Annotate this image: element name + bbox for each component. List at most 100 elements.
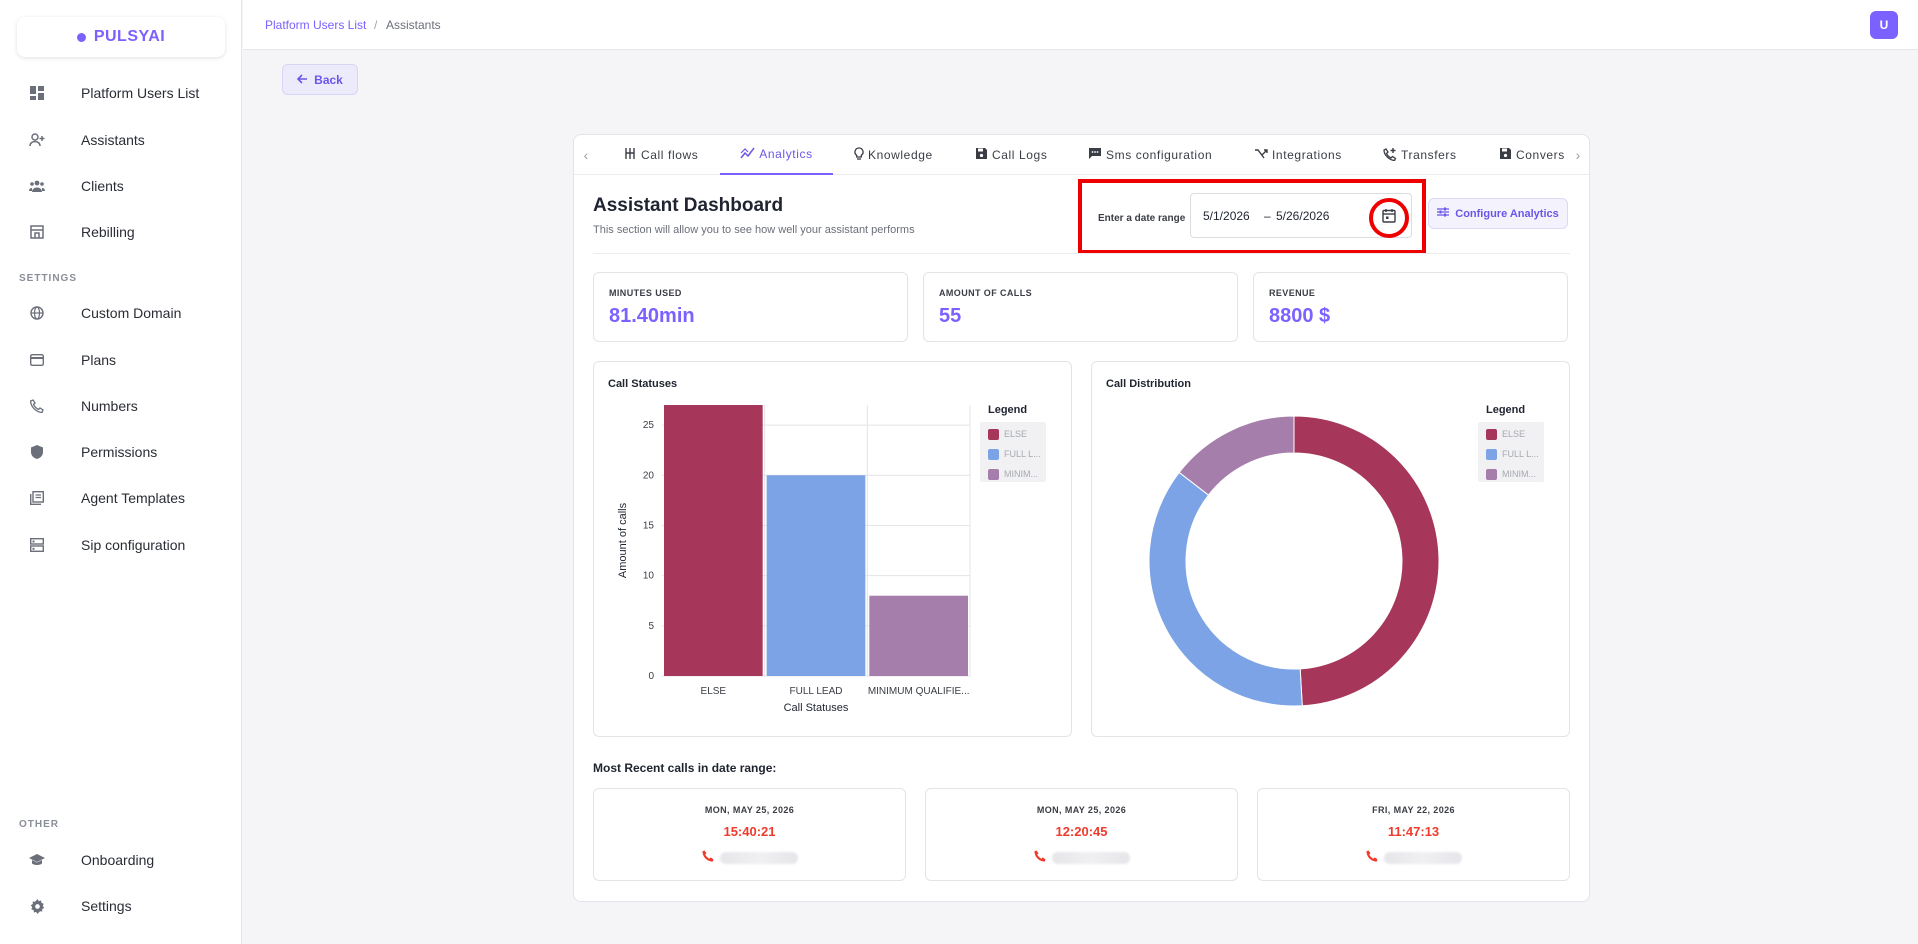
date-range-field[interactable]: 5/1/2026 – 5/26/2026 (1190, 193, 1412, 238)
legend-label: ELSE (1004, 429, 1028, 439)
sidebar-item-label: Assistants (81, 132, 145, 148)
logo-dot-icon (76, 32, 86, 42)
y-tick-label: 15 (643, 520, 655, 531)
sidebar-item-agent-templates[interactable]: Agent Templates (0, 478, 241, 518)
back-button[interactable]: Back (282, 64, 358, 95)
tab-label: Knowledge (868, 148, 933, 162)
credit-card-icon (28, 351, 46, 369)
sidebar-item-custom-domain[interactable]: Custom Domain (0, 293, 241, 333)
shield-icon (28, 443, 46, 461)
legend-item[interactable]: FULL L... (988, 448, 1041, 460)
y-tick-label: 0 (648, 671, 654, 682)
x-axis-label: Call Statuses (784, 702, 849, 714)
sidebar-item-sip-configuration[interactable]: Sip configuration (0, 525, 241, 565)
recent-call-card[interactable]: FRI, MAY 22, 2026 11:47:13 (1257, 788, 1570, 881)
date-end-input[interactable]: 5/26/2026 (1276, 209, 1330, 223)
phone-icon (1034, 849, 1046, 867)
stat-value: 55 (939, 305, 962, 327)
tab-scroll-right-icon[interactable]: › (1575, 147, 1581, 163)
brand-logo[interactable]: PULSYAI (17, 17, 225, 57)
tab-label: Integrations (1272, 148, 1342, 162)
breadcrumb-separator: / (374, 18, 378, 32)
sidebar-item-rebilling[interactable]: Rebilling (0, 212, 241, 252)
save-icon (1499, 147, 1512, 163)
sms-icon (1088, 147, 1102, 163)
stat-value: 8800 $ (1269, 305, 1331, 327)
tab-label: Transfers (1401, 148, 1457, 162)
tab-call-logs[interactable]: Call Logs (975, 135, 1047, 175)
tab-transfers[interactable]: Transfers (1383, 135, 1457, 175)
sidebar-item-label: Plans (81, 352, 117, 368)
server-icon (28, 536, 46, 554)
tab-knowledge[interactable]: Knowledge (854, 135, 933, 175)
configure-analytics-button[interactable]: Configure Analytics (1428, 198, 1568, 229)
analytics-icon (740, 147, 755, 162)
bar (664, 405, 763, 676)
legend-item[interactable]: ELSE (1486, 428, 1525, 440)
divider (593, 253, 1570, 254)
sidebar-item-assistants[interactable]: Assistants (0, 120, 241, 160)
storefront-icon (28, 223, 46, 241)
sidebar-item-permissions[interactable]: Permissions (0, 432, 241, 472)
tab-sms-configuration[interactable]: Sms configuration (1088, 135, 1212, 175)
legend-item[interactable]: MINIM... (1486, 468, 1536, 480)
date-start-input[interactable]: 5/1/2026 (1203, 209, 1250, 223)
stat-label: REVENUE (1269, 288, 1316, 298)
sidebar-item-plans[interactable]: Plans (0, 340, 241, 380)
y-axis-label: Amount of calls (617, 502, 629, 578)
call-phone (926, 849, 1237, 867)
page-title: Assistant Dashboard (593, 195, 784, 216)
tab-label: Call flows (641, 148, 699, 162)
tab-analytics[interactable]: Analytics (720, 135, 833, 175)
page-subtitle: This section will allow you to see how w… (593, 224, 915, 236)
calendar-toggle-button[interactable] (1369, 198, 1409, 238)
sidebar-item-settings[interactable]: Settings (0, 886, 241, 926)
call-time: 15:40:21 (723, 824, 776, 839)
save-icon (975, 147, 988, 163)
group-icon (28, 177, 46, 195)
integration-icon (1254, 148, 1268, 163)
legend-item[interactable]: ELSE (988, 428, 1027, 440)
legend-item[interactable]: FULL L... (1486, 448, 1539, 460)
school-icon (28, 851, 46, 869)
brand-name: PULSYAI (93, 28, 166, 45)
sidebar-item-onboarding[interactable]: Onboarding (0, 840, 241, 880)
call-statuses-bar-chart: 0 5 10 15 20 25 ELSE FULL LEAD MINIMUM QUALIFIE.… (617, 405, 971, 714)
call-time: 12:20:45 (1055, 824, 1108, 839)
tab-integrations[interactable]: Integrations (1254, 135, 1342, 175)
person-add-icon (28, 131, 46, 149)
sidebar-item-clients[interactable]: Clients (0, 166, 241, 206)
recent-call-card[interactable]: MON, MAY 25, 2026 15:40:21 (593, 788, 906, 881)
sidebar-item-label: Rebilling (81, 224, 135, 240)
avatar[interactable]: U (1870, 11, 1898, 39)
lightbulb-icon (854, 146, 864, 164)
date-separator: – (1264, 209, 1271, 223)
legend-label: FULL L... (1502, 449, 1539, 459)
tab-scroll-left-icon[interactable]: ‹ (583, 147, 589, 163)
legend-item[interactable]: MINIM... (988, 468, 1038, 480)
sidebar-item-label: Permissions (81, 444, 158, 460)
assistant-card: ‹ Call flows Analytics Knowledge Call Lo… (573, 134, 1591, 902)
y-tick-label: 5 (648, 621, 654, 632)
breadcrumb-current: Assistants (386, 18, 441, 32)
date-range-highlight: Enter a date range 5/1/2026 – 5/26/2026 (1078, 179, 1426, 254)
redacted-phone-number (1051, 852, 1130, 864)
calendar-icon (1382, 208, 1396, 228)
back-label: Back (314, 72, 343, 87)
globe-icon (28, 304, 46, 322)
breadcrumb-link[interactable]: Platform Users List (265, 18, 367, 32)
stat-value: 81.40min (609, 305, 695, 327)
tune-icon (1437, 207, 1450, 220)
recent-call-card[interactable]: MON, MAY 25, 2026 12:20:45 (925, 788, 1238, 881)
sidebar-item-numbers[interactable]: Numbers (0, 386, 241, 426)
library-icon (28, 489, 46, 507)
sidebar-item-platform-users[interactable]: Platform Users List (0, 73, 241, 113)
legend: ELSE FULL L... MINIM... (980, 422, 1046, 482)
tab-conversations[interactable]: Convers (1499, 135, 1566, 175)
gear-icon (28, 897, 46, 915)
tab-label: Analytics (759, 147, 813, 161)
y-tick-label: 25 (643, 420, 655, 431)
configure-analytics-label: Configure Analytics (1455, 207, 1559, 220)
phone-icon (1366, 849, 1378, 867)
tab-call-flows[interactable]: Call flows (624, 135, 698, 175)
